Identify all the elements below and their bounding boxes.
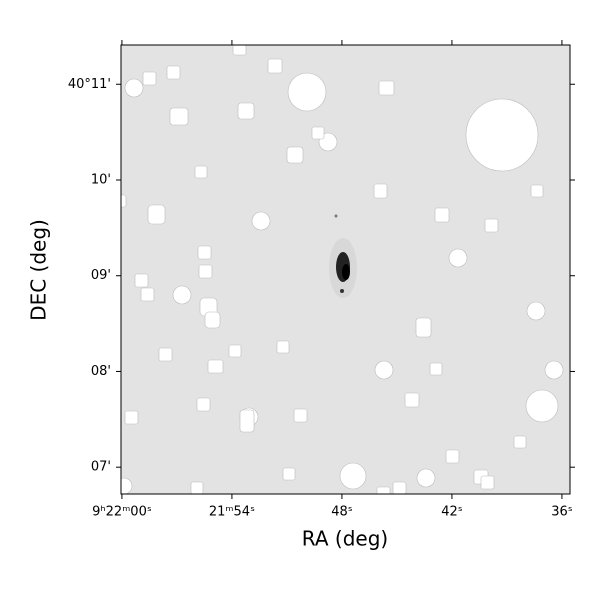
image <box>121 45 564 494</box>
y-tick-label: 40°11' <box>68 77 111 92</box>
y-tick-label: 10' <box>91 172 111 187</box>
x-tick-label: 36ˢ <box>551 505 573 520</box>
y-tick-label: 07' <box>91 460 111 475</box>
masks <box>121 45 564 494</box>
frame <box>120 44 571 495</box>
x-axis-label: RA (deg) <box>302 527 388 551</box>
x-tick-label: 21ᵐ54ˢ <box>209 505 255 520</box>
y-tick-label: 09' <box>91 268 111 283</box>
x-tick-label: 9ʰ22ᵐ00ˢ <box>92 505 152 520</box>
y-axis-label: DEC (deg) <box>27 219 51 321</box>
x-tick-label: 48ˢ <box>331 505 353 520</box>
x-tick-label: 42ˢ <box>441 505 463 520</box>
galaxy <box>329 214 357 298</box>
y-tick-label: 08' <box>91 364 111 379</box>
